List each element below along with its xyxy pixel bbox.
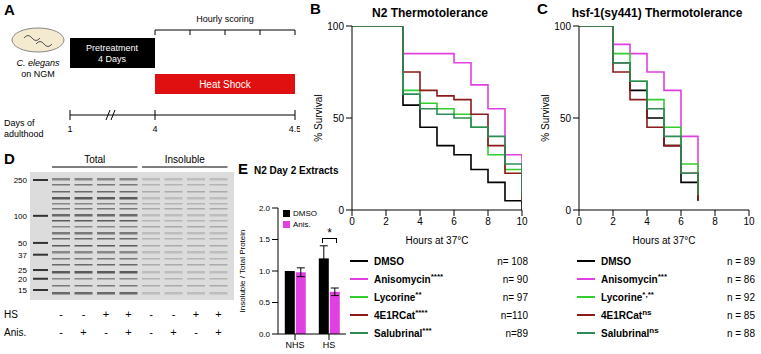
svg-text:NHS: NHS [285,340,304,350]
svg-text:10: 10 [516,216,528,227]
svg-text:Hourly scoring: Hourly scoring [196,14,254,24]
svg-text:HS: HS [323,340,336,350]
svg-text:-: - [82,308,86,320]
svg-text:-: - [172,308,176,320]
svg-text:+: + [103,308,109,320]
svg-text:1: 1 [67,124,72,134]
svg-text:A: A [4,1,15,18]
svg-text:Heat Shock: Heat Shock [199,79,252,90]
html-text:B: B [310,0,321,17]
html-text:Salubrinal***: Salubrinal*** [374,326,432,340]
html-text:n= 90: n= 90 [502,273,528,285]
html-text:n = 89: n = 89 [726,255,755,267]
html-text:Anisomycin****: Anisomycin**** [374,272,444,286]
svg-text:1.0: 1.0 [259,267,271,276]
html-text:DMSO: DMSO [293,209,317,218]
svg-text:4 Days: 4 Days [98,54,127,64]
html-text:Lycorine*,**: Lycorine*,** [601,290,654,304]
html-text:n= 108: n= 108 [497,255,528,267]
svg-text:8: 8 [485,216,491,227]
svg-text:250: 250 [14,176,28,185]
svg-text:8: 8 [712,216,718,227]
html-text:n = 86: n = 86 [726,273,755,285]
svg-text:15: 15 [18,286,27,295]
svg-text:+: + [170,326,176,338]
svg-text:25: 25 [18,266,27,275]
html-text:N2 Thermotolerance: N2 Thermotolerance [372,6,488,20]
svg-text:-: - [59,308,63,320]
svg-text:0.0: 0.0 [259,330,271,339]
html-text:C: C [537,0,548,17]
svg-text:+: + [193,308,199,320]
svg-text:Insoluble: Insoluble [165,154,205,165]
svg-text:-: - [104,326,108,338]
html-text:n=89: n=89 [505,327,528,339]
svg-text:% Survival: % Survival [313,94,324,141]
svg-text:10: 10 [743,216,755,227]
svg-text:D: D [4,150,15,167]
svg-text:-: - [194,326,198,338]
svg-text:Days of: Days of [4,118,35,128]
svg-text:adulthood: adulthood [4,129,44,139]
html-text:Anis.: Anis. [293,220,311,229]
html-text:n = 85: n = 85 [726,309,755,321]
svg-text:37: 37 [18,251,27,260]
svg-text:Hours at 37°C: Hours at 37°C [633,235,696,246]
html-text:n = 92: n = 92 [726,291,755,303]
svg-text:Hours at 37°C: Hours at 37°C [406,235,469,246]
svg-text:-: - [59,326,63,338]
svg-text:% Survival: % Survival [540,94,551,141]
svg-text:C. elegans: C. elegans [16,58,60,68]
svg-text:1.5: 1.5 [259,235,271,244]
svg-text:100: 100 [14,212,28,221]
svg-text:HS: HS [4,309,18,320]
svg-text:50: 50 [560,113,572,124]
svg-text:+: + [125,326,131,338]
html-text:n = 88: n = 88 [726,327,755,339]
svg-text:+: + [215,308,221,320]
html-text:Anisomycin***: Anisomycin*** [601,272,667,286]
svg-text:20: 20 [18,275,27,284]
svg-text:+: + [80,326,86,338]
svg-text:2: 2 [383,216,389,227]
svg-text:-: - [149,326,153,338]
html-text:n= 97: n= 97 [502,291,528,303]
svg-text:2: 2 [610,216,616,227]
svg-text:6: 6 [451,216,457,227]
svg-text:50: 50 [18,239,27,248]
svg-text:0.5: 0.5 [259,298,271,307]
svg-text:6: 6 [678,216,684,227]
svg-text:0: 0 [338,205,344,216]
svg-text:Total: Total [84,154,105,165]
svg-text:+: + [125,308,131,320]
svg-text:+: + [215,326,221,338]
svg-text:Pretreatment: Pretreatment [86,43,139,53]
html-text:hsf-1(sy441) Thermotolerance: hsf-1(sy441) Thermotolerance [571,6,743,20]
svg-text:0: 0 [349,216,355,227]
svg-text:Anis.: Anis. [4,327,26,338]
svg-text:on NGM: on NGM [21,69,55,79]
svg-text:4.5: 4.5 [289,124,300,134]
html-text:Salubrinalns: Salubrinalns [601,326,659,340]
html-text:N2 Day 2 Extracts: N2 Day 2 Extracts [254,165,339,176]
html-text:4E1RCatns: 4E1RCatns [601,308,652,322]
svg-text:100: 100 [554,21,571,32]
html-text:4E1RCat****: 4E1RCat**** [374,308,428,322]
html-text:n=110: n=110 [500,309,528,321]
svg-text:100: 100 [327,21,344,32]
svg-text:4: 4 [644,216,650,227]
html-text:Lycorine**: Lycorine** [374,290,422,304]
svg-text:-: - [149,308,153,320]
svg-text:Insoluble / Total Protein: Insoluble / Total Protein [238,229,247,312]
svg-text:50: 50 [333,113,345,124]
svg-text:0: 0 [576,216,582,227]
svg-text:4: 4 [152,124,157,134]
html-text:DMSO: DMSO [374,255,404,267]
html-text:DMSO: DMSO [601,255,631,267]
html-text:E: E [238,160,248,177]
svg-text:0: 0 [565,205,571,216]
svg-text:4: 4 [417,216,423,227]
svg-text:2.0: 2.0 [259,204,271,213]
